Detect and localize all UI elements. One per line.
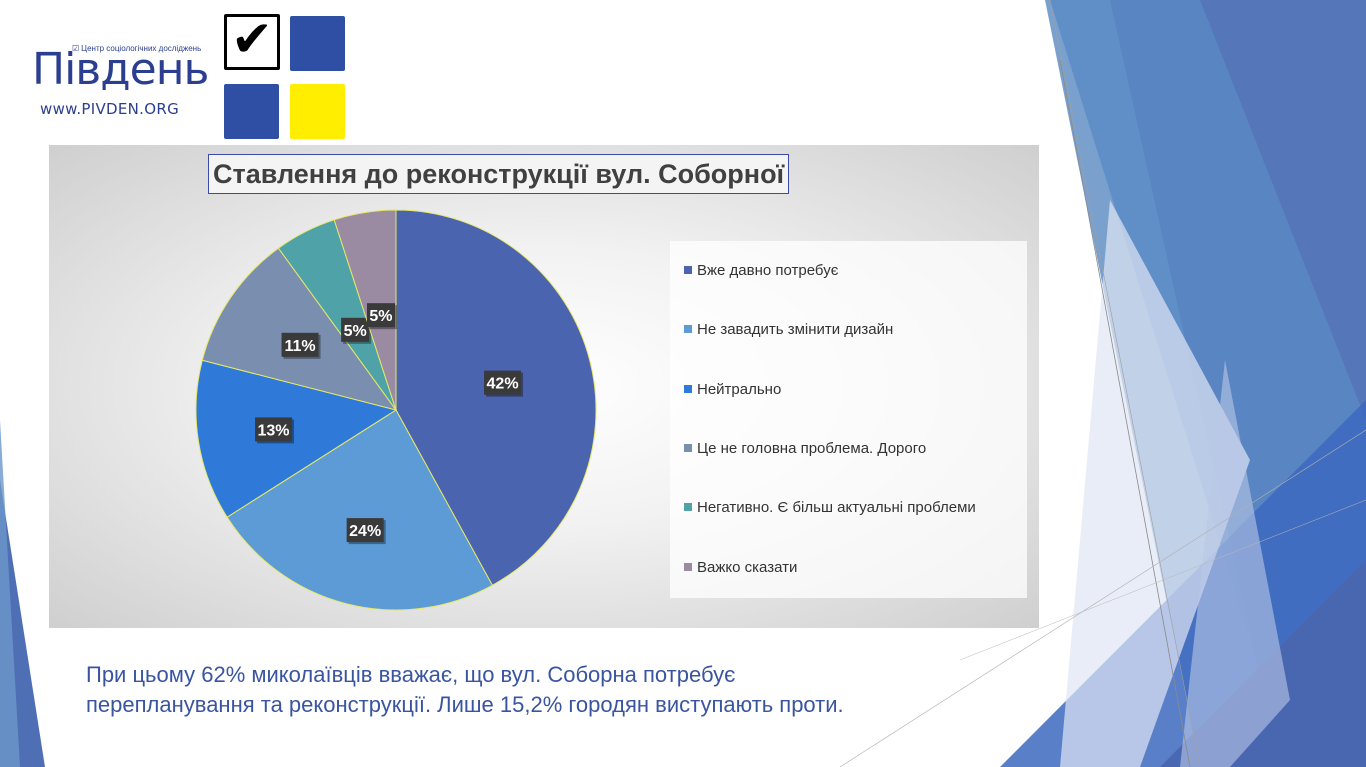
- caption-line-1: При цьому 62% миколаївців вважає, що вул…: [86, 662, 736, 687]
- legend-swatch: [684, 562, 692, 571]
- legend-item: Негативно. Є більш актуальні проблеми: [684, 498, 976, 518]
- legend-label: Важко сказати: [697, 558, 798, 576]
- yellow-square-icon: [290, 84, 345, 139]
- legend-item: Не завадить змінити дизайн: [684, 320, 893, 340]
- svg-text:24%: 24%: [349, 523, 381, 540]
- pie-slice: [195, 359, 398, 518]
- legend-label: Негативно. Є більш актуальні проблеми: [697, 499, 976, 517]
- caption-line-2: перепланування та реконструкції. Лише 15…: [86, 692, 844, 717]
- logo-url: www.PIVDEN.ORG: [40, 100, 179, 118]
- pie-data-label: 13%: [255, 417, 295, 444]
- pie-data-label: 24%: [346, 518, 386, 545]
- slide-caption: При цьому 62% миколаївців вважає, що вул…: [86, 660, 1036, 720]
- legend-item: Вже давно потребує: [684, 261, 838, 281]
- svg-text:5%: 5%: [344, 323, 367, 340]
- legend-swatch: [684, 384, 692, 393]
- logo-squares: ✔: [224, 10, 348, 142]
- chart-area: Ставлення до реконструкції вул. Соборної…: [49, 145, 1039, 628]
- pie-data-label: 5%: [366, 303, 397, 330]
- legend-swatch: [684, 266, 692, 274]
- blue-square-icon: [224, 84, 279, 139]
- svg-text:42%: 42%: [487, 376, 519, 393]
- svg-text:11%: 11%: [284, 338, 315, 355]
- svg-text:5%: 5%: [369, 308, 392, 325]
- logo-name: Південь: [32, 44, 209, 95]
- logo-org-text: ☑ Центр соціологічних досліджень: [72, 44, 202, 53]
- checkbox-icon: ✔: [224, 10, 280, 70]
- legend-label: Не завадить змінити дизайн: [697, 321, 894, 339]
- pie-data-label: 11%: [281, 332, 321, 359]
- legend-item: Нейтрально: [684, 380, 781, 400]
- legend-swatch: [684, 443, 692, 452]
- chart-title: Ставлення до реконструкції вул. Соборної: [208, 154, 790, 194]
- pie-chart: 42% 24% 13% 11% 5%5%: [195, 209, 597, 611]
- pivden-logo: ☑ Центр соціологічних досліджень Південь …: [30, 40, 210, 130]
- blue-square-icon: [290, 16, 345, 71]
- svg-text:13%: 13%: [258, 422, 290, 439]
- pie-slice: [201, 247, 398, 411]
- legend-swatch: [684, 503, 692, 512]
- legend-swatch: [684, 325, 692, 334]
- legend-item: Це не головна проблема. Дорого: [684, 439, 926, 459]
- legend-label: Нейтрально: [697, 380, 782, 398]
- pie-data-label: 5%: [341, 317, 372, 344]
- pie-slice: [333, 209, 397, 411]
- legend-label: Це не головна проблема. Дорого: [697, 439, 927, 457]
- pie-slice: [226, 409, 494, 611]
- pie-data-label: 42%: [484, 370, 524, 397]
- legend-label: Вже давно потребує: [697, 262, 839, 279]
- chart-legend: Вже давно потребує Не завадить змінити ди…: [670, 241, 1027, 598]
- legend-item: Важко сказати: [684, 558, 797, 578]
- pie-slice: [395, 209, 597, 586]
